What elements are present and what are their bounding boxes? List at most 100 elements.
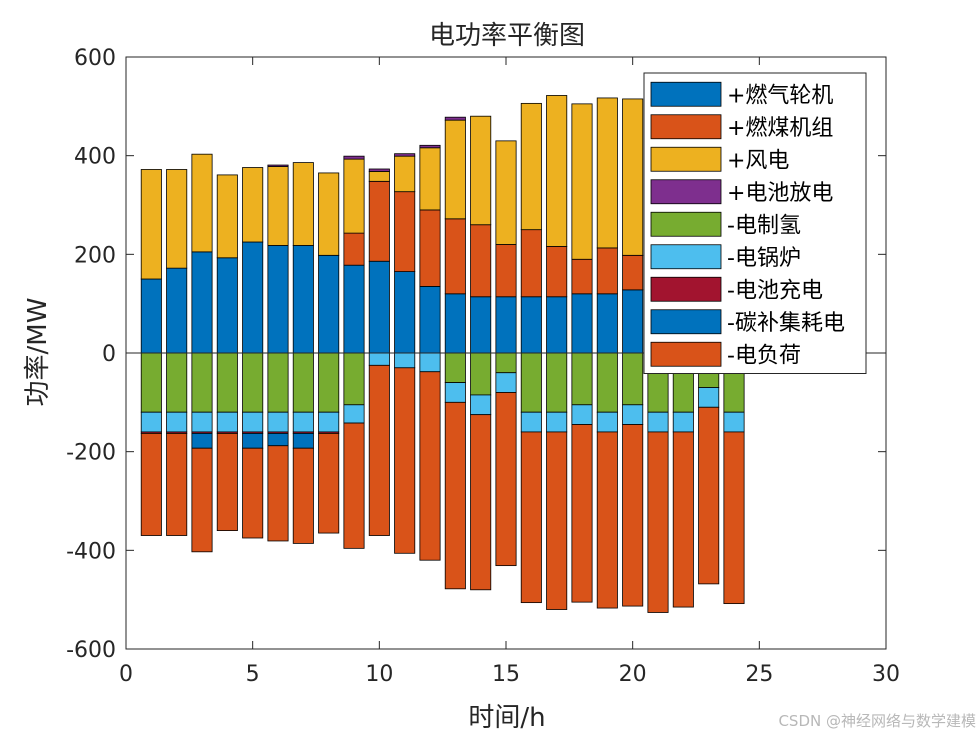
bar-segment [419,147,441,211]
legend-label: -电负荷 [727,343,801,368]
bar-segment [242,433,264,449]
bar-segment [470,115,492,226]
x-axis-label: 时间/h [468,703,545,733]
bar-segment [520,296,542,354]
bar-segment [267,411,289,433]
bar-segment [242,447,264,539]
bar-segment [444,218,466,295]
bar-segment [216,352,238,413]
bar-segment [520,102,542,231]
bar-segment [292,411,314,433]
y-tick-label: 0 [102,342,116,367]
legend-label: +电池放电 [727,181,833,206]
bar-segment [546,296,568,354]
legend: +燃气轮机 +燃煤机组 +风电 +电池放电 -电制氢 -电锅炉 -电池充电 -碳补集耗电 -电负… [643,72,867,374]
bar-segment [267,164,289,167]
bar-segment [216,257,238,354]
bar-segment [444,116,466,121]
bar-segment [343,422,365,549]
bar-segment [166,352,188,413]
bar-segment [394,367,416,554]
bar-segment [191,352,213,413]
bar-segment [242,352,264,413]
y-axis-label: 功率/MW [23,298,53,407]
bar-segment [191,447,213,553]
y-tick-label: 400 [74,145,116,170]
bar-segment [292,433,314,449]
bar-segment [368,352,390,366]
bar-segment [470,224,492,298]
bar-segment [647,431,669,613]
bar-segment [622,404,644,425]
bar-segment [444,382,466,403]
bar-segment [140,433,162,536]
legend-swatch [650,114,722,140]
legend-label: +风电 [727,148,789,173]
bar-segment [267,245,289,354]
legend-label: -电锅炉 [727,246,801,271]
bar-segment [368,180,390,262]
bar-segment [444,293,466,354]
bar-segment [470,394,492,416]
x-tick-label: 20 [619,662,647,687]
bar-segment [495,372,517,393]
x-tick-label: 0 [119,662,133,687]
bar-segment [292,447,314,544]
bar-segment [318,433,340,534]
legend-label: -电制氢 [727,213,801,238]
bar-segment [267,166,289,246]
bar-segment [571,293,593,354]
bar-segment [546,431,568,610]
bar-segment [571,258,593,295]
bar-segment [596,352,618,413]
bar-segment [571,103,593,260]
bar-segment [444,401,466,590]
y-tick-label: 600 [74,46,116,71]
bar-segment [622,424,644,607]
bar-segment [596,293,618,354]
bar-segment [292,162,314,246]
bar-segment [419,371,441,561]
bar-segment [622,254,644,291]
bar-segment [318,254,340,354]
bar-segment [394,155,416,193]
legend-swatch [650,309,722,335]
legend-swatch [650,81,722,107]
bar-segment [140,352,162,413]
x-tick-label: 5 [246,662,260,687]
x-tick-label: 10 [365,662,393,687]
bar-segment [267,445,289,542]
bar-segment [242,241,264,354]
bar-segment [343,404,365,424]
bar-segment [191,251,213,354]
bar-segment [343,352,365,406]
bar-segment [444,119,466,220]
bar-segment [571,352,593,406]
bar-segment [191,153,213,253]
bar-segment [394,191,416,272]
bar-segment [140,411,162,433]
legend-label: -碳补集耗电 [727,311,845,336]
bar-segment [267,352,289,413]
bar-segment [318,411,340,433]
bar-segment [622,352,644,406]
bar-segment [520,352,542,413]
bar-segment [419,209,441,287]
bar-segment [571,424,593,603]
legend-swatch [650,244,722,270]
bar-segment [343,158,365,234]
bar-segment [140,169,162,280]
bar-segment [166,267,188,354]
bar-segment [292,245,314,354]
bar-segment [546,411,568,433]
legend-swatch [650,341,722,367]
bar-segment [723,431,745,605]
bar-segment [698,387,720,408]
bar-segment [166,411,188,433]
x-tick-label: 25 [745,662,773,687]
bar-segment [470,296,492,354]
bar-segment [267,433,289,447]
legend-swatch [650,211,722,237]
y-tick-label: 200 [74,243,116,268]
bar-segment [394,352,416,369]
